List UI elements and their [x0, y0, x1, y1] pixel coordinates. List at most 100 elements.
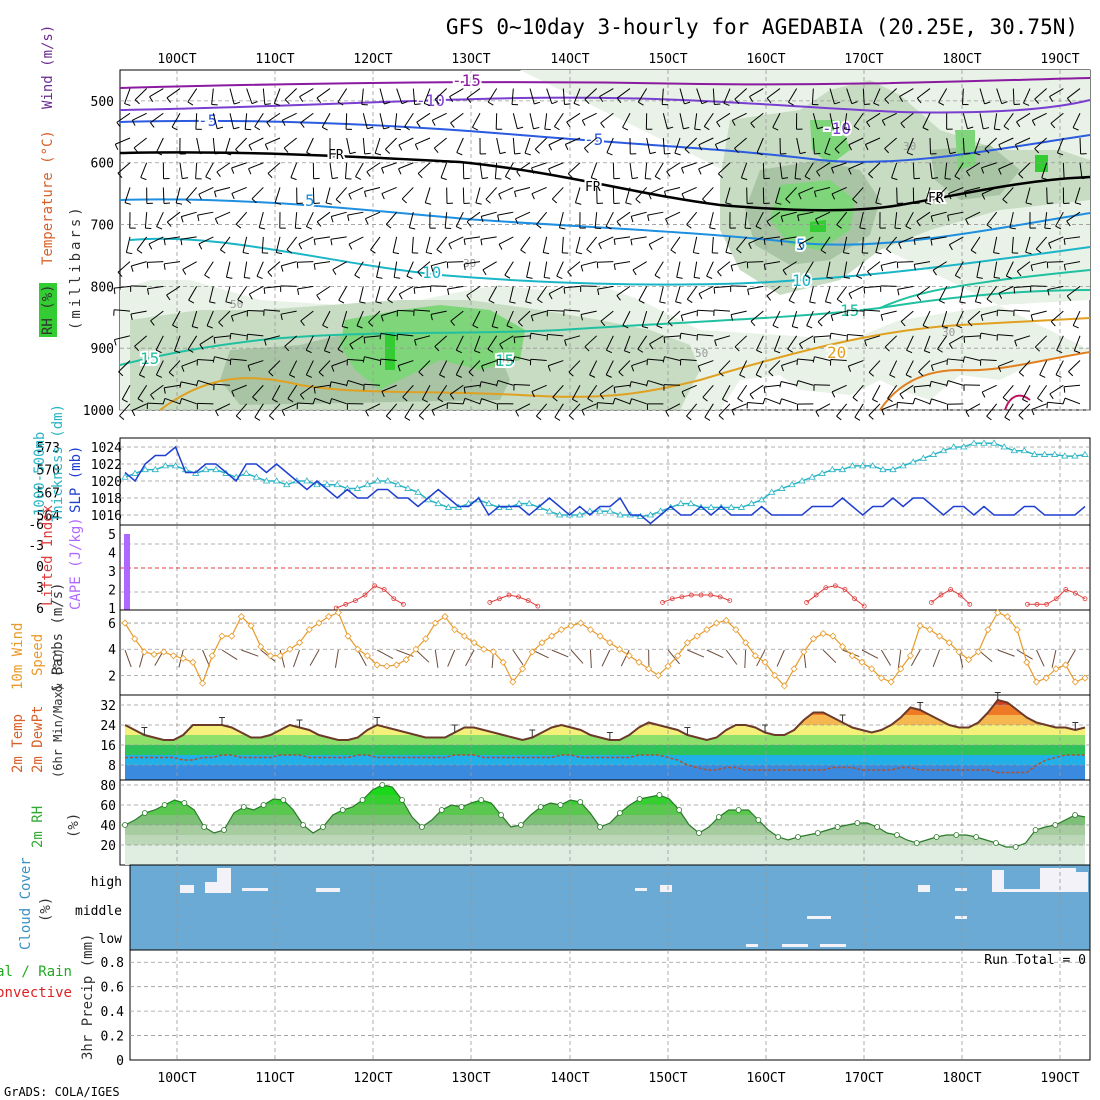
wind-barb-staff	[766, 88, 781, 99]
wind-barb	[283, 137, 297, 153]
wind-barb	[762, 187, 770, 204]
wind-barb-staff	[412, 88, 416, 105]
thickness-marker	[576, 511, 584, 518]
wind-barb-flag	[916, 97, 922, 104]
wind-barb-flag	[816, 171, 821, 177]
wind-barb-flag	[799, 151, 806, 155]
wind-barb	[843, 261, 851, 279]
wind-barb-staff	[875, 236, 881, 253]
wind-barb-staff	[347, 380, 364, 386]
wind10m-barb	[822, 649, 837, 664]
wind-barb	[1066, 285, 1081, 301]
wind-barb-flag	[947, 215, 950, 222]
wind-barb-flag	[463, 387, 466, 394]
wind-barb-flag	[182, 177, 189, 180]
thickness-marker	[980, 439, 988, 446]
wind-barb-flag	[397, 365, 401, 372]
wind-barb-staff	[197, 211, 214, 216]
wind-barb-flag	[1034, 148, 1040, 154]
wind-barb-staff	[625, 187, 631, 203]
wind-barb	[884, 137, 897, 154]
wind-barb	[512, 113, 524, 130]
wind-barb	[702, 187, 714, 204]
wind-barb-flag	[534, 101, 541, 105]
wind-barb	[404, 403, 414, 421]
wind-barb	[704, 403, 714, 421]
wind-barb-flag	[779, 381, 782, 388]
wind-barb	[612, 187, 620, 204]
wind-barb-flag	[237, 299, 244, 304]
wind-barb-staff	[397, 360, 414, 367]
wind-barb	[479, 381, 497, 388]
wind-barb-staff	[680, 332, 697, 337]
wind10m-point	[732, 626, 740, 634]
wind-barb-staff	[133, 137, 147, 149]
wind-barb-flag	[187, 348, 194, 353]
wind-barb	[418, 360, 431, 377]
wind-barb	[472, 310, 481, 329]
wind-barb	[567, 261, 581, 277]
temp-band	[125, 745, 1085, 755]
wind-barb-flag	[274, 202, 282, 205]
wind-barb	[600, 112, 614, 128]
wind-barb	[215, 403, 231, 417]
wind-barb-staff	[131, 403, 147, 411]
wind-barb	[629, 137, 637, 155]
rh2m-point	[894, 832, 900, 838]
wind-barb-flag	[385, 148, 391, 154]
wind-barb-staff	[195, 113, 198, 130]
wind-barb-flag	[1016, 271, 1022, 277]
wind-barb-flag	[817, 321, 823, 327]
wind-barb-staff	[755, 360, 764, 376]
wind-barb-flag	[698, 293, 703, 300]
wind-barb-staff	[656, 310, 664, 326]
wind-barb-staff	[923, 335, 931, 351]
wind-barb	[525, 286, 532, 304]
wind-barb-flag	[829, 333, 832, 340]
wind-barb-staff	[280, 310, 297, 315]
wind-barb-flag	[113, 288, 116, 295]
wind-barb-flag	[875, 202, 882, 205]
wind-barb-staff	[150, 384, 164, 396]
wind-barb	[1013, 285, 1031, 294]
wind-barb	[600, 310, 614, 327]
wind-barb-staff	[1055, 211, 1064, 227]
wind-barb	[266, 112, 281, 128]
wind-barb-flag	[404, 416, 411, 421]
wind-barb	[413, 285, 431, 294]
wind-barb	[979, 88, 991, 105]
wind-barb-staff	[646, 137, 651, 154]
wind-barb-flag	[918, 371, 924, 377]
wind-barb-staff	[1002, 187, 1014, 200]
wind10m-point	[402, 656, 410, 664]
wind10m-point	[693, 632, 701, 640]
wind-barb	[916, 88, 931, 104]
wind-barb-flag	[629, 381, 632, 388]
wind-barb	[130, 261, 147, 272]
wind-barb-staff	[1041, 162, 1048, 179]
wind-barb	[599, 384, 614, 400]
wind-barb	[261, 236, 269, 254]
wind-barb-flag	[439, 374, 446, 378]
wind-barb	[180, 211, 197, 223]
wind-barb	[900, 112, 914, 129]
wind-barb	[986, 403, 998, 421]
wind-barb-flag	[548, 168, 552, 175]
wind-barb-staff	[231, 310, 247, 317]
wind-barb-flag	[536, 415, 542, 421]
wind-barb-flag	[226, 276, 233, 279]
wind-barb	[495, 113, 503, 130]
cape-tick: 3	[108, 565, 116, 580]
wind-barb	[171, 113, 181, 131]
wind-barb	[256, 261, 264, 280]
wind-barb-staff	[140, 162, 148, 178]
wind-barb-flag	[787, 348, 793, 353]
wind-barb-flag	[656, 325, 663, 329]
wind-barb-staff	[417, 162, 431, 174]
wind-barb-flag	[606, 152, 613, 156]
wind10m-point	[945, 639, 953, 647]
wind-barb-staff	[494, 162, 498, 179]
wind-barb-staff	[416, 112, 431, 123]
wind-barb-flag	[324, 350, 331, 354]
rh2m-point	[795, 834, 801, 840]
